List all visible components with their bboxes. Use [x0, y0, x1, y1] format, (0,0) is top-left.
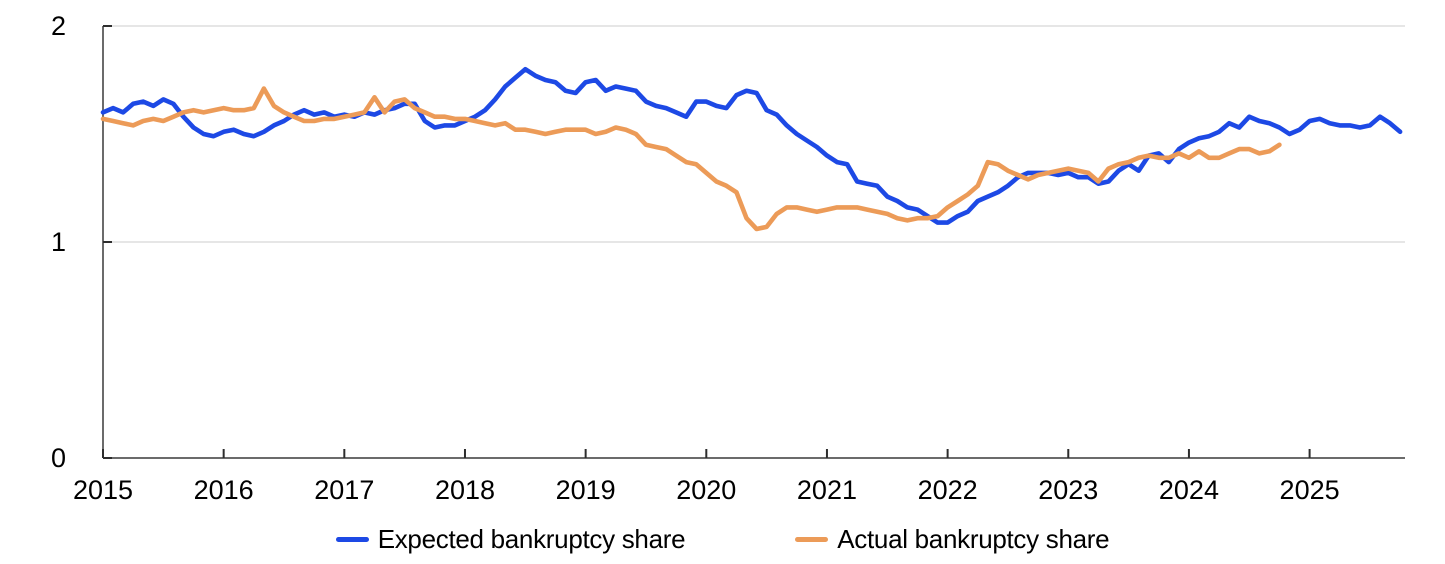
x-tick-label-2021: 2021 — [797, 475, 857, 505]
x-tick-label-2020: 2020 — [676, 475, 736, 505]
series-line-actual — [100, 86, 1282, 232]
actual-series-swatch-icon — [795, 536, 829, 542]
x-tick-label-2024: 2024 — [1159, 475, 1219, 505]
x-tick-label-2019: 2019 — [556, 475, 616, 505]
y-tick-label-1: 1 — [51, 227, 66, 257]
legend-item-expected: Expected bankruptcy share — [335, 523, 686, 555]
series-line-expected — [100, 66, 1403, 225]
legend-label-actual: Actual bankruptcy share — [837, 523, 1110, 554]
x-tick-label-2015: 2015 — [73, 475, 133, 505]
expected-series-swatch-icon — [335, 536, 369, 542]
legend-item-actual: Actual bankruptcy share — [795, 523, 1110, 555]
x-tick-label-2022: 2022 — [918, 475, 978, 505]
x-tick-label-2018: 2018 — [435, 475, 495, 505]
x-tick-label-2023: 2023 — [1038, 475, 1098, 505]
x-tick-label-2025: 2025 — [1280, 475, 1340, 505]
y-tick-label-2: 2 — [51, 11, 66, 41]
x-tick-label-2016: 2016 — [194, 475, 254, 505]
legend-label-expected: Expected bankruptcy share — [377, 523, 686, 554]
x-tick-label-2017: 2017 — [314, 475, 374, 505]
y-tick-label-0: 0 — [51, 443, 66, 473]
chart-legend: Expected bankruptcy share Actual bankrup… — [0, 523, 1445, 555]
